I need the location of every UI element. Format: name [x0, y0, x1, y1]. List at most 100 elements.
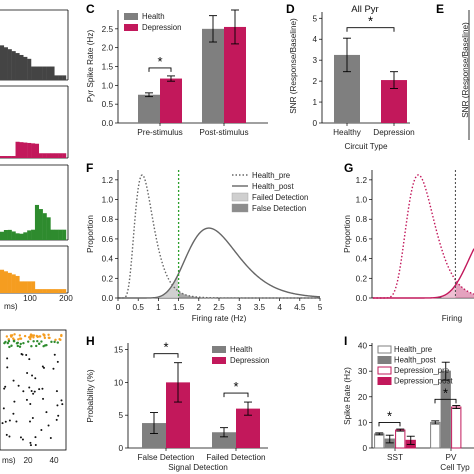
raster-spike	[25, 398, 28, 401]
panel-i-legend-label: Depression_pre	[394, 366, 449, 375]
panel-g-ytick-label: 1.0	[356, 196, 368, 205]
raster-spike	[60, 399, 63, 402]
raster-spike	[29, 403, 32, 406]
raster-spike	[56, 360, 59, 363]
left-hist-bar	[42, 153, 47, 158]
panel-i-ytick-label: 40	[358, 342, 368, 351]
panel-f-ylabel: Proportion	[86, 215, 95, 253]
raster-spike	[47, 424, 50, 427]
left-hist-bar	[58, 229, 63, 240]
panel-c-ytick-label: 2.5	[102, 25, 114, 34]
raster-spike	[55, 418, 58, 421]
panel-h-chart: 0 5 10 15 Probability (%) False Detection * Fai…	[86, 340, 269, 472]
left-hist-bar	[58, 75, 63, 80]
panel-f-xtick-label: 2	[197, 303, 202, 312]
left-hist-bar	[11, 156, 16, 158]
panel-d-ytick-label: 1	[312, 98, 317, 107]
raster-spike	[5, 433, 8, 436]
left-hist-bar	[58, 153, 63, 158]
panel-g-ytick-label: 0.0	[356, 294, 368, 303]
panel-f-xtick-label: 0.5	[133, 303, 145, 312]
panel-f-series-health-post	[118, 227, 321, 299]
panel-d-ytick-label: 3	[312, 56, 317, 65]
panel-e-ylabel: SNR (Response/Baseline)	[461, 22, 470, 118]
panel-c-significance	[148, 67, 172, 72]
panel-g-ytick-label: 0.8	[356, 215, 368, 224]
panel-c-ylabel: Pyr Spike Rate (Hz)	[86, 30, 95, 103]
raster-spike	[53, 340, 56, 344]
panel-f-xlabel: Firing rate (Hz)	[192, 314, 247, 323]
raster-spike	[47, 333, 50, 336]
raster-spike	[29, 444, 32, 447]
panel-i-significance	[378, 421, 401, 427]
panel-i-xtick-label: PV	[446, 453, 457, 462]
panel-g-ytick-label: 0.2	[356, 274, 368, 283]
panel-c-ytick-label: 1.0	[102, 81, 114, 90]
raster-spike	[7, 339, 11, 343]
left-hist-bar	[0, 156, 5, 158]
raster-spike	[32, 340, 35, 343]
panel-h-ylabel: Probability (%)	[86, 369, 95, 423]
left-hist-bar	[15, 275, 20, 293]
raster-spike	[30, 345, 33, 348]
left-hist-bar	[38, 289, 43, 293]
raster-spike	[8, 435, 11, 438]
raster-spike	[52, 367, 55, 370]
panel-h-legend-label: Health	[230, 345, 253, 354]
raster-spike	[17, 338, 20, 341]
left-hist-bar	[15, 141, 20, 158]
panel-g-false-detection-area	[455, 279, 474, 298]
raster-spike	[21, 438, 24, 441]
raster-frame	[0, 329, 67, 451]
raster-spike	[26, 371, 29, 374]
left-hist-bar	[3, 156, 8, 158]
raster-spike	[36, 339, 39, 343]
left-hist-bar	[50, 229, 55, 240]
raster-spike	[49, 436, 52, 439]
panel-f-xtick-label: 3.5	[254, 303, 266, 312]
left-hist-bar	[3, 47, 8, 80]
panel-d-xtick-label: Depression	[373, 128, 415, 137]
panel-h-significance-star: *	[163, 340, 168, 355]
left-hist-bar	[54, 229, 59, 240]
raster-spike	[28, 420, 31, 423]
panel-h-ytick-label: 0	[118, 444, 123, 453]
panel-f-xtick-label: 2.5	[213, 303, 225, 312]
panel-f-xtick-label: 1.5	[173, 303, 185, 312]
panel-f-legend-swatch	[231, 192, 249, 202]
panel-f-xtick-label: 0	[116, 303, 121, 312]
panel-i-chart: 0 10 20 30 40 Spike Rate (Hz) SST PV * * Cell Typ H…	[343, 342, 474, 472]
panel-d-title: All Pyr	[351, 4, 378, 15]
raster-spike	[10, 344, 13, 347]
left-hist-bar	[46, 289, 51, 293]
panel-f-xtick-label: 4	[277, 303, 282, 312]
panel-i-xtick-label: SST	[387, 453, 403, 462]
raster-spike	[47, 336, 51, 340]
panel-i-legend-label: Health_post	[394, 356, 436, 365]
raster-spike	[32, 336, 35, 339]
left-hist-xlabel-fragment: ms)	[4, 302, 18, 311]
panel-h-ytick-label: 15	[114, 346, 124, 355]
panel-c-legend-swatch	[124, 13, 138, 20]
panel-c-xtick-label: Post-stimulus	[199, 128, 248, 137]
raster-spike	[38, 342, 41, 346]
raster-spike	[58, 337, 61, 341]
left-hist-bar	[62, 229, 67, 240]
left-hist-bar	[0, 231, 5, 240]
raster-spike	[40, 340, 43, 343]
raster-spike	[30, 389, 33, 392]
panel-g-failed-detection-area	[441, 285, 456, 298]
panel-i-significance	[434, 398, 457, 404]
panel-c-legend-label: Health	[142, 12, 165, 21]
raster-spike	[6, 366, 9, 369]
left-raster-xlabel-fragment: ms)	[2, 456, 16, 465]
raster-spike	[21, 353, 24, 356]
left-hist-bar	[62, 153, 67, 158]
raster-spike	[53, 353, 56, 356]
left-hist-bar	[3, 230, 8, 240]
raster-spike	[32, 392, 35, 395]
raster-spike	[28, 358, 31, 361]
raster-spike	[13, 400, 16, 403]
raster-spike	[5, 335, 9, 338]
left-hist-bar	[46, 66, 51, 80]
